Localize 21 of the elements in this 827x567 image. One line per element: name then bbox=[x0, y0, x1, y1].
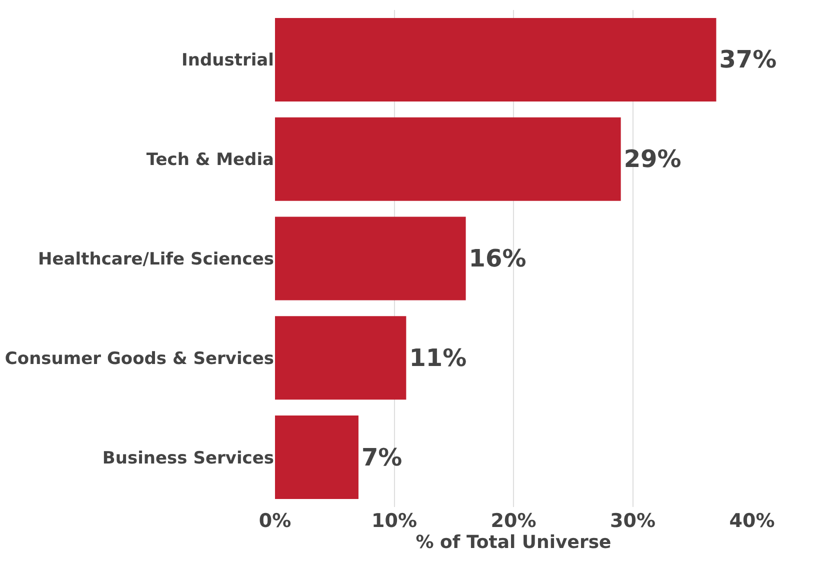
x-tick-label: 20% bbox=[490, 510, 536, 532]
data-label: 7% bbox=[361, 443, 402, 472]
bar bbox=[275, 316, 406, 400]
x-tick-label: 40% bbox=[729, 510, 775, 532]
data-label: 29% bbox=[624, 145, 682, 174]
x-tick-label: 30% bbox=[610, 510, 656, 532]
data-label: 16% bbox=[468, 244, 526, 272]
y-tick-label: Business Services bbox=[102, 448, 274, 468]
y-tick-label: Industrial bbox=[182, 50, 274, 71]
x-tick-label: 0% bbox=[258, 510, 292, 532]
bar bbox=[275, 216, 466, 300]
bar bbox=[275, 18, 716, 102]
y-tick-label: Tech & Media bbox=[146, 150, 274, 170]
x-axis-title: % of Total Universe bbox=[416, 532, 612, 553]
bar bbox=[275, 117, 621, 201]
y-tick-label: Healthcare/Life Sciences bbox=[38, 249, 274, 270]
data-label: 37% bbox=[719, 46, 777, 74]
data-label: 11% bbox=[409, 344, 467, 372]
y-tick-label: Consumer Goods & Services bbox=[4, 348, 274, 369]
bar bbox=[275, 416, 358, 500]
x-tick-label: 10% bbox=[372, 510, 417, 532]
